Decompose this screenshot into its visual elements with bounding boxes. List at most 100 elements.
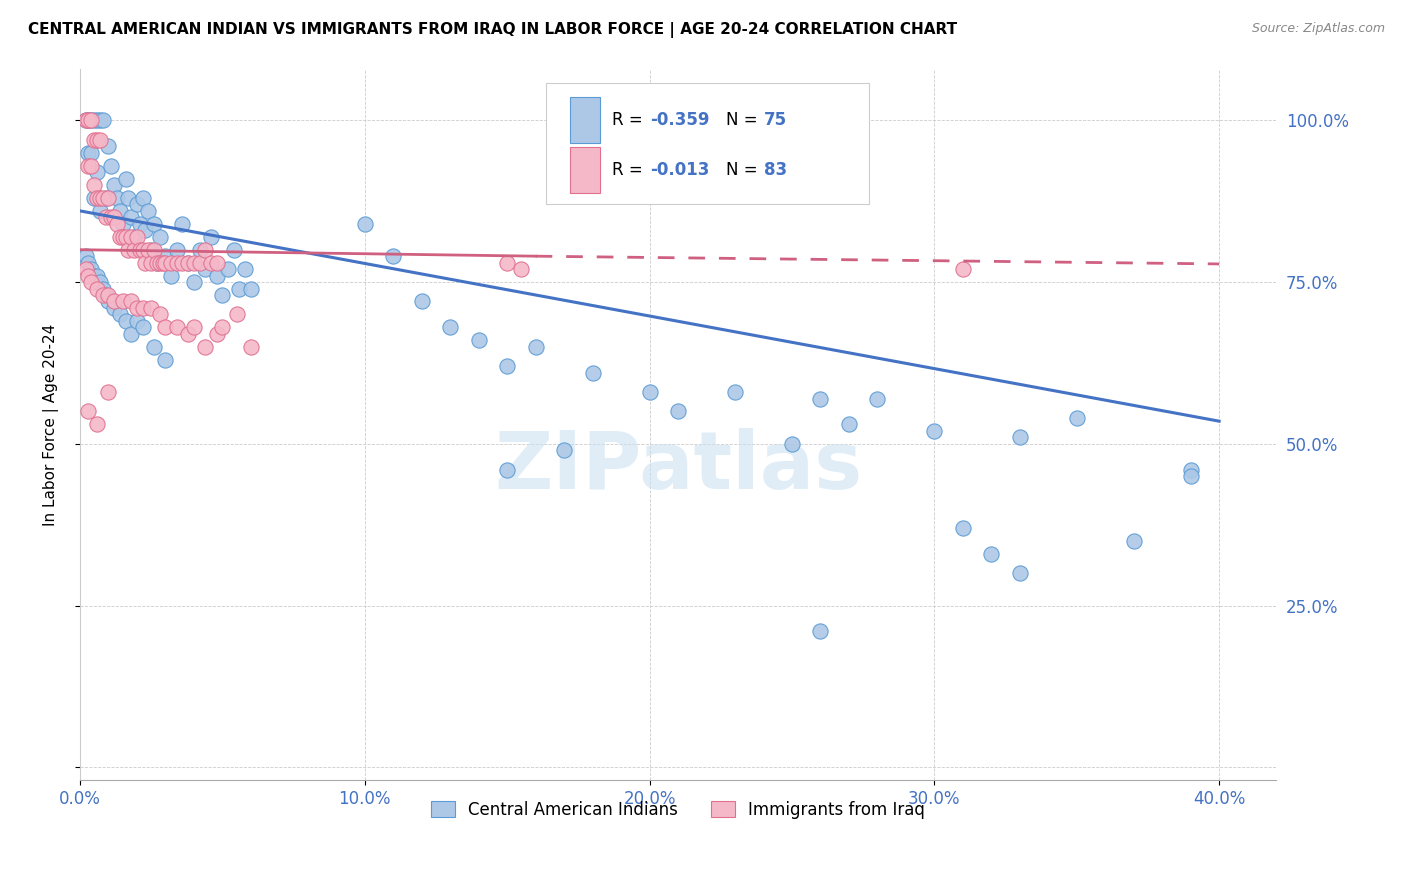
Point <box>724 385 747 400</box>
Point <box>411 294 433 309</box>
Point <box>183 255 205 269</box>
Point <box>131 191 153 205</box>
Point <box>141 255 163 269</box>
Point <box>239 281 262 295</box>
Point <box>194 340 217 354</box>
Point <box>120 211 142 225</box>
Point <box>86 281 108 295</box>
Point <box>91 288 114 302</box>
Point <box>780 437 803 451</box>
Text: 83: 83 <box>763 161 787 179</box>
Point <box>136 243 159 257</box>
Point <box>200 255 222 269</box>
Point <box>217 262 239 277</box>
Point <box>80 159 103 173</box>
Point <box>128 217 150 231</box>
Point <box>86 268 108 283</box>
Point <box>166 243 188 257</box>
Point <box>194 243 217 257</box>
Point <box>166 255 188 269</box>
Point <box>141 301 163 315</box>
Point <box>77 113 100 128</box>
Point <box>177 326 200 341</box>
Point <box>83 133 105 147</box>
Point <box>83 178 105 192</box>
Point <box>86 417 108 432</box>
Point <box>94 191 117 205</box>
FancyBboxPatch shape <box>547 83 869 203</box>
Point <box>91 113 114 128</box>
Point <box>183 320 205 334</box>
FancyBboxPatch shape <box>571 96 600 143</box>
Point <box>97 294 120 309</box>
Point <box>89 113 111 128</box>
Point <box>77 145 100 160</box>
Point <box>1008 430 1031 444</box>
Point <box>510 262 533 277</box>
Point <box>553 443 575 458</box>
Point <box>160 268 183 283</box>
Point <box>177 255 200 269</box>
Point <box>77 255 100 269</box>
Text: ZIPatlas: ZIPatlas <box>494 428 862 506</box>
Point <box>77 113 100 128</box>
Point <box>120 229 142 244</box>
Point <box>80 145 103 160</box>
Point <box>111 229 134 244</box>
Point <box>205 255 228 269</box>
Point <box>100 211 122 225</box>
Point <box>125 197 148 211</box>
Point <box>1180 463 1202 477</box>
Point <box>205 326 228 341</box>
Point <box>952 262 974 277</box>
Point <box>810 624 832 639</box>
Point <box>75 249 97 263</box>
Point <box>496 359 519 374</box>
Point <box>83 113 105 128</box>
Point <box>111 217 134 231</box>
Point <box>77 404 100 418</box>
Point <box>222 243 245 257</box>
Point <box>117 191 139 205</box>
Point <box>205 268 228 283</box>
Text: N =: N = <box>725 161 762 179</box>
Point <box>97 191 120 205</box>
Point <box>120 326 142 341</box>
Point <box>86 191 108 205</box>
Point <box>149 307 172 321</box>
Point <box>89 275 111 289</box>
Text: Source: ZipAtlas.com: Source: ZipAtlas.com <box>1251 22 1385 36</box>
Point <box>80 113 103 128</box>
Point <box>980 547 1002 561</box>
Point <box>83 191 105 205</box>
Point <box>125 229 148 244</box>
Point <box>183 275 205 289</box>
Point <box>105 217 128 231</box>
Point <box>103 178 125 192</box>
Point <box>194 262 217 277</box>
Point <box>131 243 153 257</box>
Point <box>131 301 153 315</box>
Point <box>810 392 832 406</box>
Point <box>924 424 946 438</box>
Point <box>1122 533 1144 548</box>
Point <box>155 249 177 263</box>
Point <box>128 243 150 257</box>
Point <box>111 294 134 309</box>
Point <box>77 159 100 173</box>
Point <box>467 333 489 347</box>
Point <box>97 139 120 153</box>
Text: R =: R = <box>612 111 648 128</box>
Point <box>125 301 148 315</box>
Point <box>1066 411 1088 425</box>
Point <box>188 255 211 269</box>
Point <box>91 191 114 205</box>
Text: -0.013: -0.013 <box>651 161 710 179</box>
Point <box>141 243 163 257</box>
Point <box>77 268 100 283</box>
Point <box>239 340 262 354</box>
Point <box>80 262 103 277</box>
Point <box>86 113 108 128</box>
Point <box>80 113 103 128</box>
Point <box>122 229 145 244</box>
